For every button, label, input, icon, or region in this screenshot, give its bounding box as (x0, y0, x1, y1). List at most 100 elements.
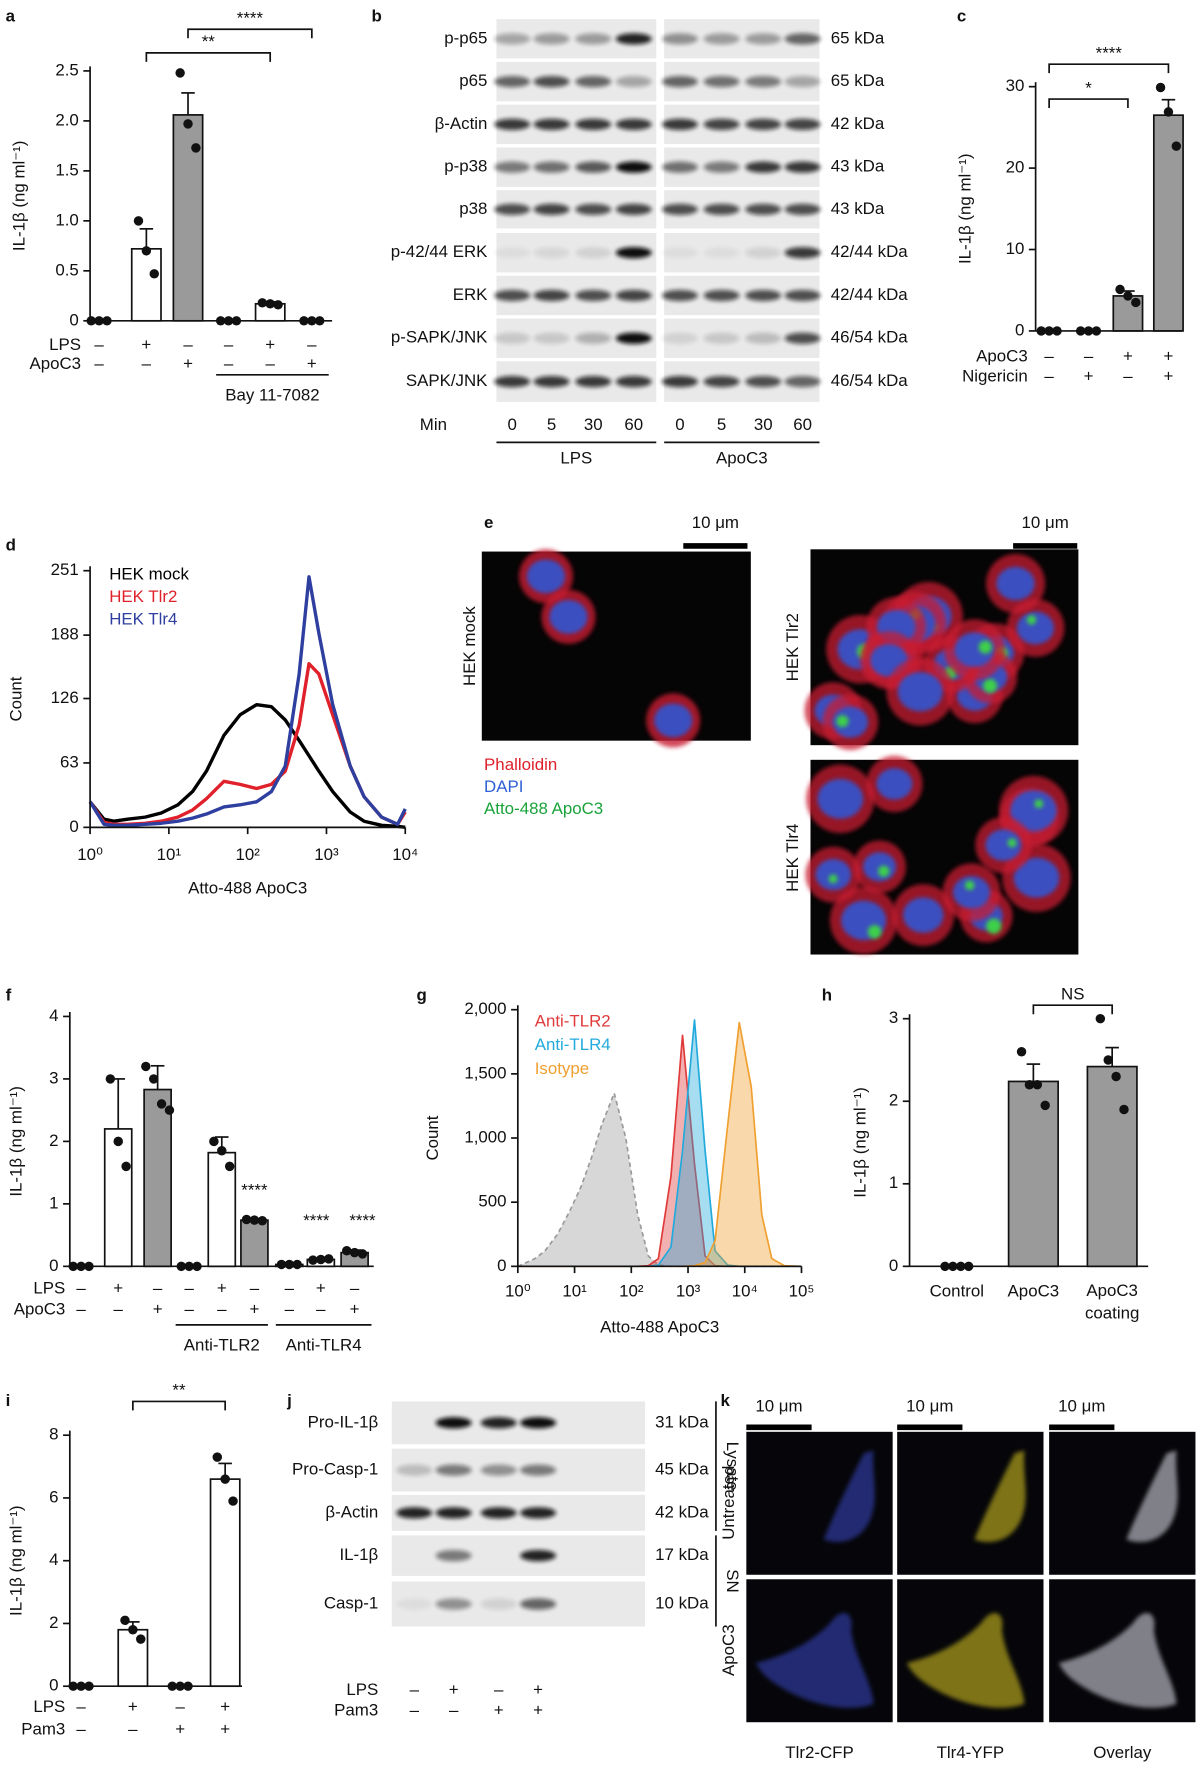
data-point (1171, 141, 1182, 151)
y-tick-label: 500 (478, 1192, 506, 1211)
series-area (517, 1093, 802, 1267)
panel-letter: e (484, 513, 493, 532)
blot-band (533, 33, 570, 45)
series-line (88, 702, 406, 830)
blot-band (520, 1417, 557, 1429)
data-point (273, 300, 283, 310)
blot-band (703, 247, 740, 259)
legend-entry: Anti-TLR2 (535, 1012, 611, 1031)
significance-label: NS (1061, 985, 1084, 1004)
cell-nucleus (1016, 611, 1055, 645)
x-tick-label: 10³ (314, 845, 339, 864)
condition-sign: – (94, 354, 104, 373)
condition-sign: + (494, 1700, 504, 1719)
condition-sign: + (1123, 346, 1133, 365)
cell-signal (823, 1450, 875, 1542)
condition-name: LPS (49, 335, 81, 354)
blot-band (784, 118, 821, 131)
bar (1007, 1080, 1059, 1268)
blot-size: 65 kDa (831, 71, 885, 90)
x-tick-label: Control (930, 1282, 984, 1301)
bar (103, 1128, 133, 1268)
data-point (175, 68, 185, 78)
blot-size: 46/54 kDa (831, 371, 909, 390)
bar (1086, 1065, 1138, 1268)
y-tick-label: 2 (49, 1131, 58, 1150)
data-point (316, 1254, 326, 1265)
condition-sign: – (153, 1278, 163, 1297)
y-tick-label: 2 (889, 1091, 898, 1110)
blot-band (703, 375, 740, 388)
x-axis-label: Atto-488 ApoC3 (188, 879, 307, 898)
condition-sign: – (1084, 346, 1094, 365)
y-tick-label: 0 (889, 1256, 898, 1275)
condition-sign: + (113, 1278, 123, 1297)
blot-band (703, 33, 740, 45)
y-tick-label: 0 (49, 1676, 58, 1695)
condition-sign: + (1164, 367, 1174, 386)
section-label: Lysate (723, 1442, 742, 1491)
data-point (249, 1215, 260, 1225)
data-point (357, 1249, 368, 1259)
y-tick-label: 1 (889, 1173, 898, 1192)
condition-sign: – (265, 354, 275, 373)
image-label: HEK mock (460, 606, 479, 686)
cell-signal (1126, 1450, 1178, 1542)
data-point (1024, 1080, 1035, 1090)
data-point (133, 216, 144, 226)
y-tick-label: 3 (889, 1008, 898, 1027)
blot-band (784, 289, 821, 302)
group-label: LPS (560, 449, 592, 468)
blot-label: IL-1β (339, 1545, 378, 1564)
condition-name: LPS (33, 1697, 65, 1716)
stain-legend: DAPI (484, 777, 523, 796)
blot-strip (391, 1401, 646, 1445)
condition-sign: + (449, 1680, 459, 1699)
condition-sign: – (184, 1278, 194, 1297)
scale-bar-label: 10 μm (1058, 1397, 1105, 1416)
data-point (308, 1255, 318, 1265)
condition-sign: – (217, 1300, 227, 1319)
y-tick-label: 188 (51, 625, 79, 644)
condition-name: Nigericin (962, 367, 1028, 386)
x-tick-label: 10² (619, 1282, 644, 1301)
condition-sign: + (350, 1300, 360, 1319)
y-tick-label: 0 (497, 1256, 506, 1275)
image-label: HEK Tlr4 (783, 824, 802, 892)
blot-label: p65 (459, 71, 487, 90)
blot-band (575, 332, 612, 344)
blot-band (435, 1598, 472, 1610)
blot-label: Pro-IL-1β (308, 1412, 379, 1431)
cell-signal (755, 1613, 874, 1708)
significance-label: ** (202, 32, 216, 51)
scale-bar-label: 10 μm (1022, 513, 1069, 532)
data-point (141, 1061, 151, 1072)
y-tick-label: 2.0 (55, 110, 78, 129)
condition-sign: – (350, 1278, 360, 1297)
blot-band (480, 1464, 517, 1476)
cell-signal (974, 1450, 1026, 1542)
data-point (342, 1245, 352, 1256)
significance-label: ** (172, 1381, 186, 1400)
blot-band (575, 75, 612, 88)
blot-size: 45 kDa (655, 1460, 709, 1479)
y-axis-label: IL-1β (ng ml⁻¹) (851, 1087, 870, 1198)
blot-label: β-Actin (325, 1502, 378, 1521)
y-axis-label: IL-1β (ng ml⁻¹) (6, 1505, 25, 1616)
blot-band (575, 33, 612, 45)
y-tick-label: 0 (1015, 320, 1024, 339)
blot-band (745, 33, 782, 45)
x-axis-label: Atto-488 ApoC3 (600, 1318, 719, 1337)
blot-band (396, 1598, 433, 1610)
bar (209, 1478, 241, 1688)
cell-nucleus (832, 706, 869, 738)
blot-band (575, 203, 612, 215)
data-point (209, 1136, 219, 1147)
y-tick-label: 2 (49, 1613, 58, 1632)
blot-band (615, 161, 652, 173)
blot-band (784, 203, 821, 215)
apoc3-signal (867, 925, 882, 939)
blot-band (661, 332, 698, 344)
row-label: Untreated (719, 1466, 738, 1540)
y-tick-label: 30 (1006, 76, 1025, 95)
